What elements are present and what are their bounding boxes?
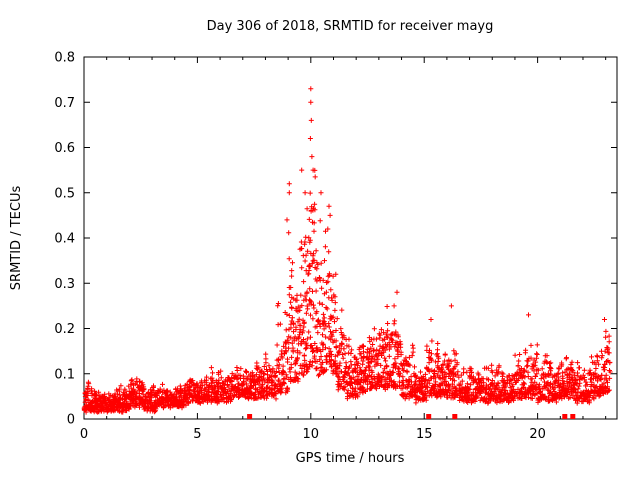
- zero-marker-square: [570, 414, 576, 419]
- y-tick-label: 0.8: [54, 51, 75, 66]
- chart-title: Day 306 of 2018, SRMTID for receiver may…: [207, 19, 494, 34]
- zero-marker-square: [452, 414, 458, 419]
- y-tick-label: 0.5: [54, 186, 75, 201]
- y-tick-label: 0.3: [54, 277, 75, 292]
- x-tick-label: 5: [193, 427, 201, 442]
- scatter-points: [81, 86, 613, 415]
- y-tick-label: 0.6: [54, 141, 75, 156]
- axis-tick-labels: 0 5 10 15 20 0 0.1 0.2 0.3 0.4 0.5 0.6 0.7 0.8: [54, 51, 546, 443]
- y-axis-label: SRMTID / TECUs: [9, 186, 24, 291]
- x-tick-label: 20: [529, 427, 546, 442]
- zero-data-markers: [247, 414, 576, 419]
- y-tick-label: 0.7: [54, 96, 75, 111]
- zero-marker-square: [426, 414, 432, 419]
- srmtid-series: [81, 86, 613, 415]
- y-tick-label: 0.4: [54, 232, 75, 247]
- y-tick-label: 0: [67, 413, 75, 428]
- zero-marker-square: [562, 414, 568, 419]
- x-tick-label: 0: [80, 427, 88, 442]
- x-axis-label: GPS time / hours: [296, 451, 405, 466]
- y-tick-label: 0.2: [54, 322, 75, 337]
- x-tick-label: 10: [303, 427, 320, 442]
- axis-ticks: [83, 56, 617, 420]
- y-tick-label: 0.1: [54, 367, 75, 382]
- zero-marker-square: [247, 414, 253, 419]
- x-tick-label: 15: [416, 427, 433, 442]
